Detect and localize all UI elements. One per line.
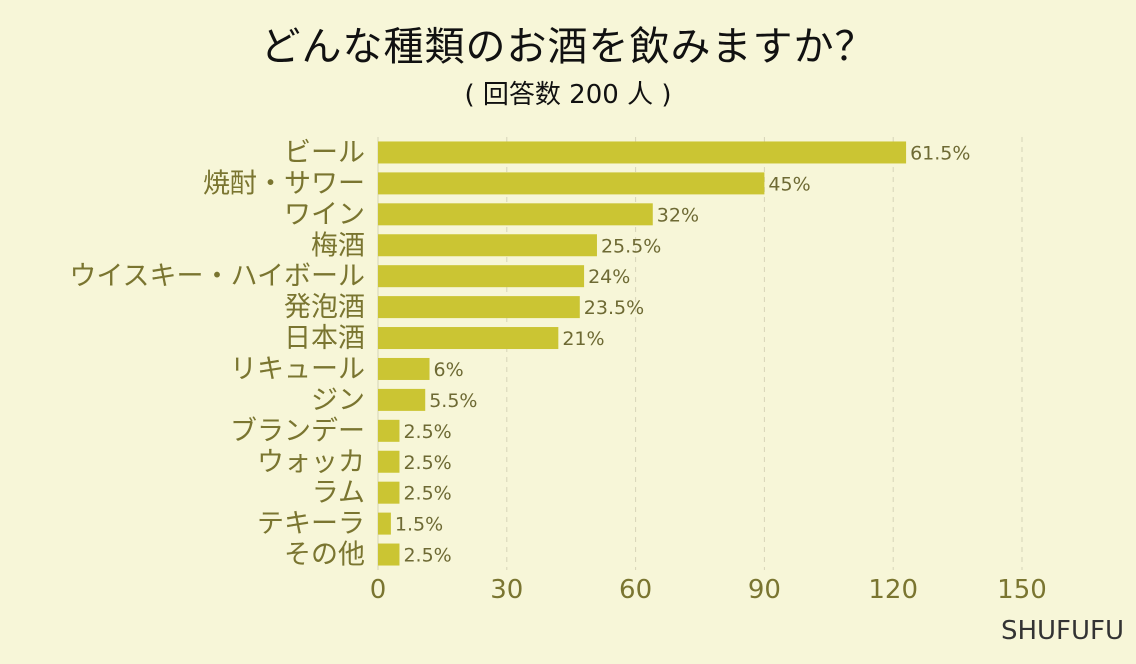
x-tick-label: 150 [997,575,1047,605]
x-tick-label: 30 [490,575,523,605]
category-label: 発泡酒 [284,292,365,323]
chart-title: どんな種類のお酒を飲みますか？ [260,24,876,70]
category-label: ブランデー [230,416,365,447]
bar [378,512,391,535]
data-label: 23.5% [584,297,644,319]
bar [378,419,400,442]
category-label: 梅酒 [311,230,365,261]
data-label: 2.5% [403,421,451,443]
bar [378,450,400,473]
data-label: 5.5% [429,390,477,412]
category-label: その他 [284,540,365,571]
bar [378,203,653,226]
bar [378,172,765,195]
x-tick-label: 90 [748,575,781,605]
bar [378,357,430,380]
category-label: テキーラ [257,509,365,540]
data-label: 24% [588,266,630,288]
category-label: ウォッカ [257,447,365,478]
bar [378,543,400,566]
data-label: 2.5% [403,452,451,474]
bar [378,234,597,257]
data-label: 21% [562,328,604,350]
data-label: 2.5% [403,483,451,505]
data-label: 2.5% [403,545,451,567]
category-label: ジン [311,385,365,416]
category-label: ウイスキー・ハイボール [69,261,365,292]
x-tick-label: 0 [370,575,387,605]
x-tick-label: 120 [868,575,918,605]
x-tick-label: 60 [619,575,652,605]
bar [378,327,559,350]
data-label: 32% [657,204,699,226]
bar [378,141,907,164]
data-label: 45% [768,173,810,195]
data-label: 25.5% [601,235,661,257]
data-label: 1.5% [395,514,443,536]
bar [378,481,400,504]
category-label: 日本酒 [284,323,365,354]
chart-subtitle: ( 回答数 200 人 ) [464,80,672,110]
category-label: リキュール [230,354,365,385]
bar [378,265,585,288]
bar [378,388,426,411]
category-label: ラム [312,478,365,509]
category-label: 焼酎・サワー [203,168,365,199]
data-label: 61.5% [910,142,970,164]
source-label: SHUFUFU [1000,616,1124,646]
bar [378,296,580,319]
category-label: ワイン [284,199,365,230]
category-label: ビール [284,137,365,168]
data-label: 6% [434,359,464,381]
